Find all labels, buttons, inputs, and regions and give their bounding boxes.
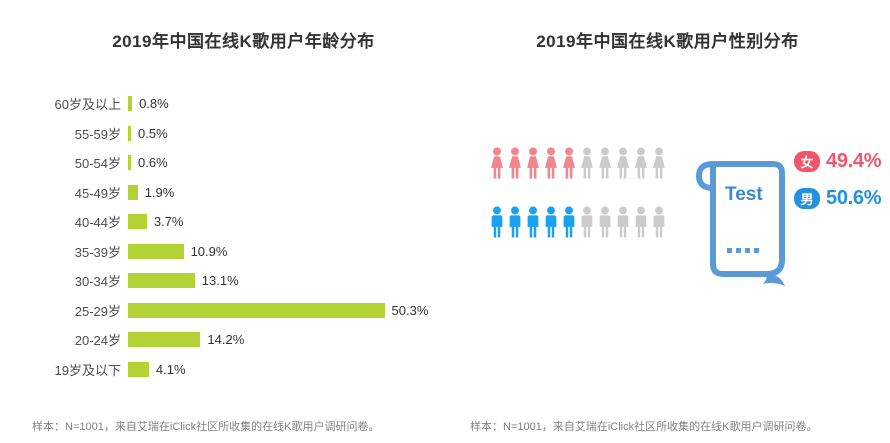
female-person-icon [525, 147, 541, 179]
age-bar-row: 19岁及以下 4.1% [18, 355, 440, 385]
document-dots [727, 248, 759, 253]
male-person-icon [633, 206, 649, 238]
male-person-icon [507, 206, 523, 238]
age-value-label: 4.1% [155, 361, 186, 377]
female-person-icon [597, 147, 613, 179]
age-category-label: 19岁及以下 [54, 362, 121, 378]
female-person-icon [507, 147, 523, 179]
age-bar [128, 332, 201, 348]
age-category-label: 25-29岁 [74, 303, 121, 319]
age-bar-row: 30-34岁 13.1% [18, 266, 440, 296]
scroll-document-icon: Test [681, 146, 801, 296]
female-person-icon [651, 147, 667, 179]
gender-legend: 女 49.4% 男 50.6% [794, 150, 882, 224]
gender-chart-title: 2019年中国在线K歌用户性别分布 [536, 32, 799, 51]
age-bar-row: 50-54岁 0.6% [18, 148, 440, 178]
age-bar-row: 40-44岁 3.7% [18, 207, 440, 237]
age-category-label: 30-34岁 [74, 274, 121, 290]
male-person-icon [615, 206, 631, 238]
age-category-label: 60岁及以上 [54, 97, 121, 113]
age-bar-chart: 60岁及以上 0.8% 55-59岁 0.5% 50-54岁 0.6% 45-49岁 1.9%… [18, 89, 440, 384]
female-person-icon [633, 147, 649, 179]
female-legend-row: 女 49.4% [794, 150, 882, 173]
age-bar [128, 96, 133, 112]
male-person-icon [651, 206, 667, 238]
age-bar [128, 184, 138, 200]
age-bar [128, 155, 132, 171]
age-bar-row: 25-29岁 50.3% [18, 296, 440, 326]
age-value-label: 0.5% [138, 125, 168, 141]
female-percent: 49.4% [826, 150, 882, 172]
age-bar [128, 243, 184, 259]
age-value-label: 10.9% [190, 243, 228, 259]
age-value-label: 50.3% [391, 302, 429, 318]
age-category-label: 20-24岁 [74, 333, 121, 349]
male-percent: 50.6% [826, 187, 882, 209]
age-bar-row: 35-39岁 10.9% [18, 237, 440, 267]
male-person-icon [561, 206, 577, 238]
age-value-label: 14.2% [207, 332, 245, 348]
age-distribution-panel: 2019年中国在线K歌用户年龄分布 60岁及以上 0.8% 55-59岁 0.5% 50… [18, 32, 440, 433]
male-person-icon [489, 206, 505, 238]
age-category-label: 45-49岁 [74, 185, 121, 201]
male-person-icon [597, 206, 613, 238]
age-bar-row: 60岁及以上 0.8% [18, 89, 440, 119]
male-person-icon [579, 206, 595, 238]
female-person-icon [489, 147, 505, 179]
scroll-svg: Test [695, 161, 785, 286]
age-bar-row: 20-24岁 14.2% [18, 325, 440, 355]
male-person-icon [543, 206, 559, 238]
female-person-icon [615, 147, 631, 179]
age-chart-footnote: 样本：N=1001，来自艾瑞在iClick社区所收集的在线K歌用户调研问卷。 [32, 421, 380, 433]
document-label: Test [725, 184, 763, 205]
age-bar [128, 361, 149, 377]
female-person-icon [579, 147, 595, 179]
age-category-label: 35-39岁 [74, 244, 121, 260]
age-category-label: 55-59岁 [74, 126, 121, 142]
age-chart-title: 2019年中国在线K歌用户年龄分布 [112, 32, 375, 51]
age-value-label: 1.9% [144, 184, 175, 200]
age-value-label: 13.1% [201, 273, 239, 289]
female-person-icon [543, 147, 559, 179]
age-bar [128, 273, 195, 289]
age-value-label: 0.8% [139, 96, 169, 112]
male-legend-row: 男 50.6% [794, 187, 882, 210]
age-bar [128, 302, 385, 318]
age-bar-row: 45-49岁 1.9% [18, 178, 440, 208]
age-bar-row: 55-59岁 0.5% [18, 119, 440, 149]
female-badge: 女 [794, 151, 820, 172]
age-value-label: 3.7% [153, 214, 184, 230]
gender-distribution-panel: 2019年中国在线K歌用户性别分布 Test 女 49.4% [445, 0, 890, 443]
female-person-icon [561, 147, 577, 179]
gender-chart-footnote: 样本：N=1001，来自艾瑞在iClick社区所收集的在线K歌用户调研问卷。 [470, 421, 818, 433]
male-icon-row [489, 206, 669, 238]
age-category-label: 50-54岁 [74, 156, 121, 172]
male-badge: 男 [794, 188, 820, 209]
female-icon-row [489, 147, 669, 179]
age-category-label: 40-44岁 [74, 215, 121, 231]
age-value-label: 0.6% [138, 155, 168, 171]
age-bar [128, 125, 131, 141]
age-bar [128, 214, 147, 230]
male-person-icon [525, 206, 541, 238]
